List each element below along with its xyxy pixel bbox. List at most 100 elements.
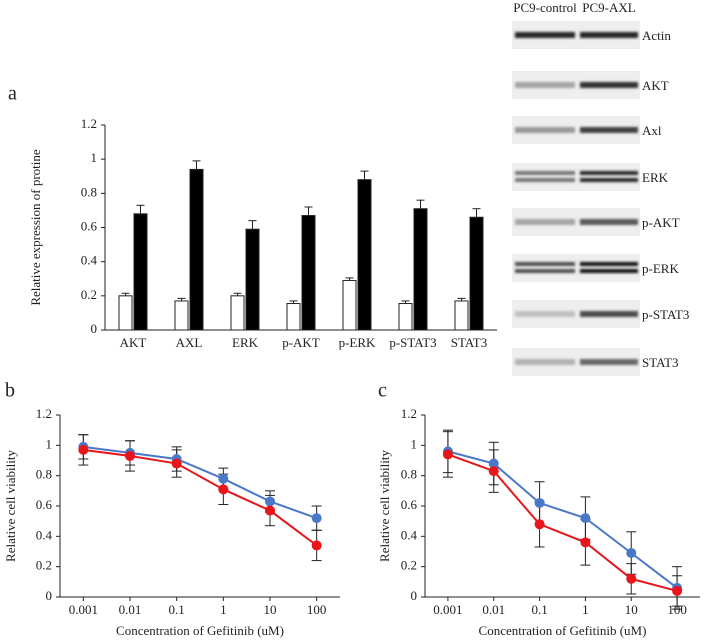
blot-row-label: p-AKT — [642, 215, 680, 230]
x-tick-label: 10 — [625, 602, 638, 617]
point — [580, 537, 591, 548]
x-tick-label: 0.1 — [169, 602, 185, 617]
line — [83, 448, 318, 547]
y-tick-label: 0.8 — [81, 184, 97, 199]
blot-band — [580, 32, 638, 38]
line — [447, 453, 678, 592]
bar — [118, 295, 133, 331]
point — [534, 519, 545, 530]
point — [580, 513, 591, 524]
bar — [189, 168, 204, 331]
blot-row-label: ERK — [642, 170, 669, 185]
bar — [174, 300, 189, 331]
bar — [469, 216, 484, 331]
y-tick-label: 0 — [91, 321, 98, 336]
x-tick-label: p-ERK — [339, 335, 376, 350]
blot-band — [580, 311, 638, 317]
blot-band — [515, 178, 575, 182]
blot-strip — [512, 254, 640, 282]
x-tick-label: ERK — [232, 335, 259, 350]
blot-band — [580, 127, 638, 133]
x-tick-label: AKT — [120, 335, 147, 350]
bar — [133, 213, 148, 331]
point — [265, 496, 275, 507]
point — [265, 505, 275, 516]
blot-row-label: Actin — [642, 28, 671, 43]
y-tick-label: 0.2 — [81, 287, 97, 302]
blot-row-label: p-ERK — [642, 261, 679, 276]
point — [311, 513, 322, 524]
point — [311, 540, 322, 551]
y-tick-label: 0 — [411, 588, 418, 603]
y-axis-label: Relative expression of protine — [28, 149, 43, 306]
bar — [398, 303, 413, 331]
blot-row-label: AKT — [642, 78, 669, 93]
point — [125, 450, 135, 461]
point — [534, 497, 545, 508]
point — [488, 466, 499, 477]
x-tick-label: 10 — [264, 602, 277, 617]
y-axis-label: Relative cell viability — [3, 450, 18, 562]
panel-label: a — [8, 83, 17, 105]
line — [83, 445, 318, 520]
panel-label: c — [378, 380, 387, 402]
y-axis-label: Relative cell viability — [377, 450, 392, 562]
bar — [357, 179, 372, 331]
blot-band — [580, 219, 638, 225]
blot-band — [515, 171, 575, 175]
x-tick-label: p-AKT — [282, 335, 320, 350]
blot-column-label: PC9-AXL — [582, 0, 636, 15]
bar — [342, 279, 357, 331]
point — [626, 573, 637, 584]
x-tick-label: AXL — [176, 335, 203, 350]
bar — [286, 303, 301, 331]
y-tick-label: 0.4 — [81, 253, 98, 268]
blot-row-label: STAT3 — [642, 355, 679, 370]
blot-band — [580, 262, 638, 266]
y-tick-label: 1.2 — [36, 406, 52, 421]
bar — [245, 228, 260, 331]
point — [171, 458, 182, 469]
x-tick-label: 0.001 — [433, 602, 462, 617]
line — [447, 450, 678, 589]
y-tick-label: 0.8 — [36, 467, 52, 482]
y-tick-label: 1.2 — [401, 406, 417, 421]
blot-row-label: Axl — [642, 123, 662, 138]
y-tick-label: 0.2 — [401, 558, 417, 573]
y-tick-label: 0.8 — [401, 467, 417, 482]
x-tick-label: 100 — [307, 602, 327, 617]
x-tick-label: 0.01 — [482, 602, 505, 617]
blot-band — [515, 269, 575, 273]
y-tick-label: 0.6 — [36, 497, 53, 512]
y-tick-label: 0.4 — [401, 527, 418, 542]
y-tick-label: 1 — [46, 436, 53, 451]
bar — [301, 215, 316, 331]
x-tick-label: 0.1 — [531, 602, 547, 617]
y-tick-label: 0.6 — [81, 218, 98, 233]
point — [218, 484, 229, 495]
x-axis-label: Concentration of Gefitinib (uM) — [116, 623, 284, 638]
blot-band — [580, 269, 638, 273]
bar — [230, 295, 245, 331]
blot-strip — [512, 163, 640, 191]
y-tick-label: 1 — [91, 150, 98, 165]
point — [626, 548, 637, 559]
x-tick-label: p-STAT3 — [389, 335, 436, 350]
blot-band — [515, 311, 575, 317]
blot-band — [515, 359, 575, 365]
point — [442, 449, 453, 460]
point — [488, 458, 499, 469]
panel-label: b — [5, 380, 15, 402]
x-tick-label: STAT3 — [451, 335, 488, 350]
blot-band — [580, 178, 638, 182]
point — [218, 473, 229, 484]
x-tick-label: 0.01 — [119, 602, 142, 617]
x-tick-label: 1 — [220, 602, 227, 617]
blot-band — [515, 32, 575, 38]
blot-band — [515, 262, 575, 266]
y-tick-label: 1 — [411, 436, 418, 451]
blot-column-label: PC9-control — [513, 0, 577, 15]
point — [672, 585, 683, 596]
blot-row-label: p-STAT3 — [642, 307, 689, 322]
